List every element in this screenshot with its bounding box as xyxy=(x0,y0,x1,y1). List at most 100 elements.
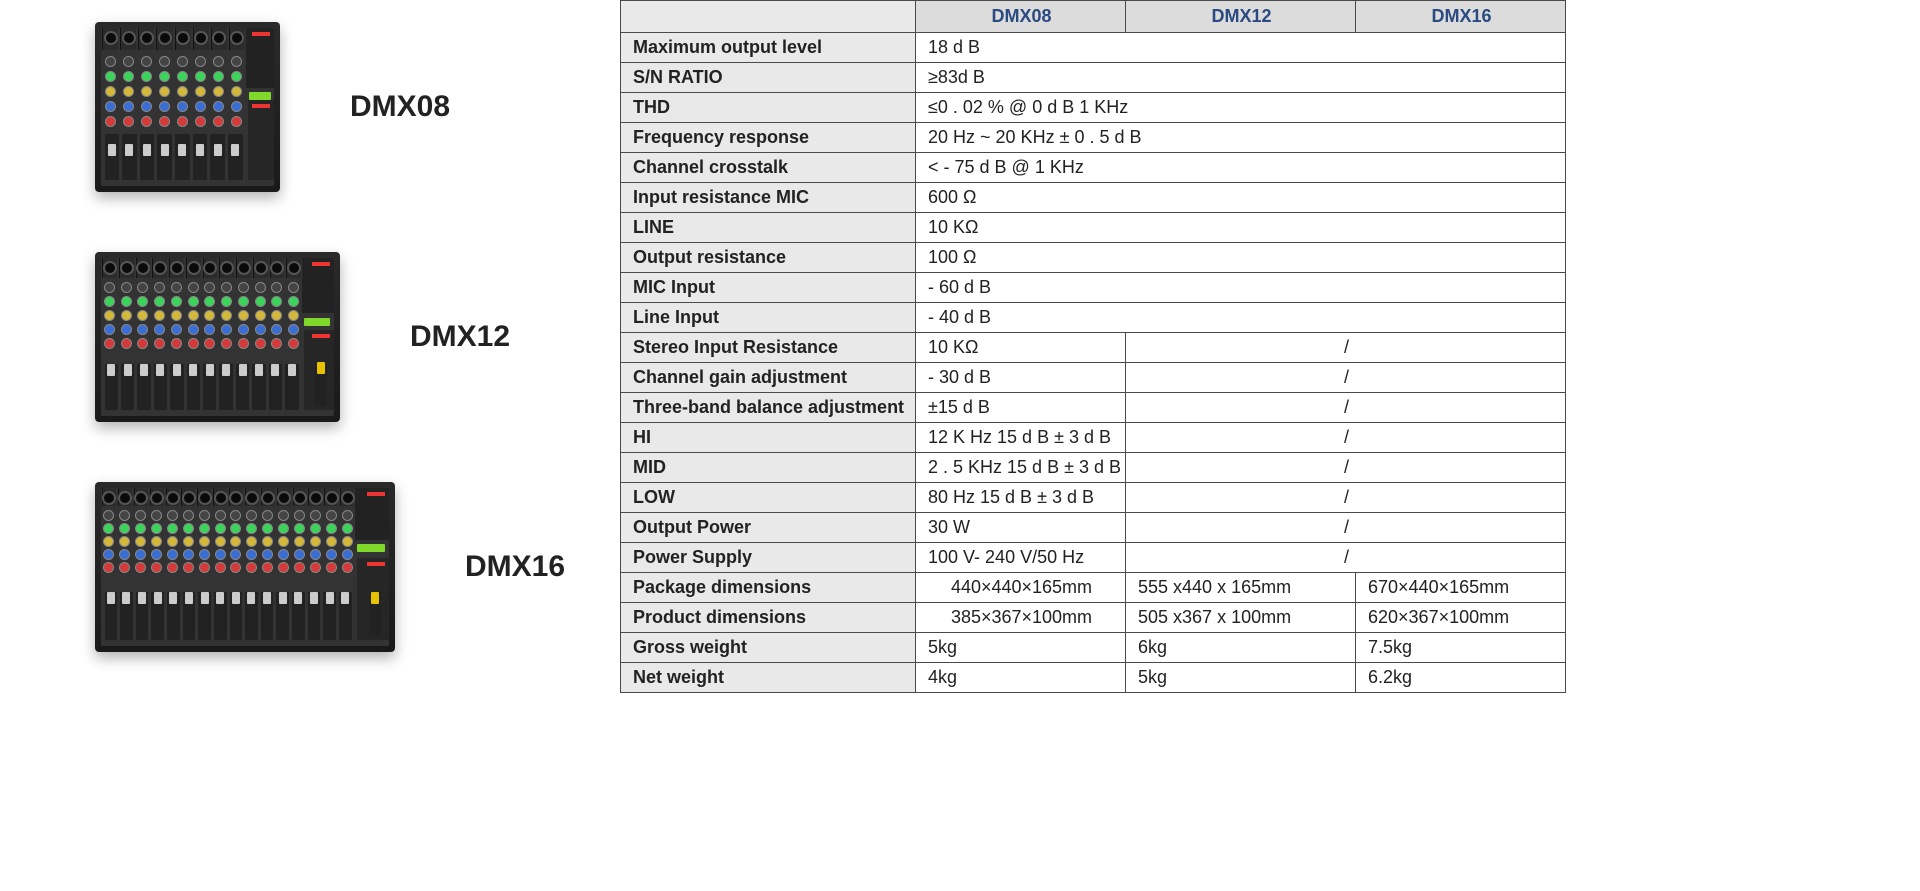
spec-table-header: DMX08 DMX12 DMX16 xyxy=(621,1,1566,33)
mixer-image-dmx12 xyxy=(95,252,340,422)
table-row: Gross weight5kg6kg7.5kg xyxy=(621,633,1566,663)
table-row: LINE10 KΩ xyxy=(621,213,1566,243)
header-blank xyxy=(621,1,916,33)
table-row: Package dimensions440×440×165mm555 x440 … xyxy=(621,573,1566,603)
row-value: 4kg xyxy=(916,663,1126,693)
row-value: 5kg xyxy=(916,633,1126,663)
row-label: LOW xyxy=(621,483,916,513)
table-row: Output resistance100 Ω xyxy=(621,243,1566,273)
mixer-image-dmx16 xyxy=(95,482,395,652)
table-row: Stereo Input Resistance10 KΩ/ xyxy=(621,333,1566,363)
row-label: Power Supply xyxy=(621,543,916,573)
row-label: Input resistance MIC xyxy=(621,183,916,213)
table-row: Net weight4kg5kg6.2kg xyxy=(621,663,1566,693)
row-value: / xyxy=(1126,393,1566,423)
table-row: Maximum output level18 d B xyxy=(621,33,1566,63)
row-label: Product dimensions xyxy=(621,603,916,633)
row-value: 6kg xyxy=(1126,633,1356,663)
row-value: - 40 d B xyxy=(916,303,1566,333)
table-row: Line Input- 40 d B xyxy=(621,303,1566,333)
row-value: - 60 d B xyxy=(916,273,1566,303)
spec-table-body: Maximum output level18 d BS/N RATIO≥83d … xyxy=(621,33,1566,693)
row-label: Line Input xyxy=(621,303,916,333)
table-row: Product dimensions385×367×100mm505 x367 … xyxy=(621,603,1566,633)
product-images-column: .mx08 .fader::after{top:10px} DMX08 xyxy=(0,0,620,891)
row-value: ≤0 . 02 % @ 0 d B 1 KHz xyxy=(916,93,1566,123)
product-label-dmx08: DMX08 xyxy=(350,90,450,124)
row-value: 10 KΩ xyxy=(916,213,1566,243)
row-value: / xyxy=(1126,543,1566,573)
row-value: 12 K Hz 15 d B ± 3 d B xyxy=(916,423,1126,453)
row-value: 505 x367 x 100mm xyxy=(1126,603,1356,633)
row-value: 10 KΩ xyxy=(916,333,1126,363)
row-value: / xyxy=(1126,333,1566,363)
row-label: S/N RATIO xyxy=(621,63,916,93)
table-row: Channel gain adjustment- 30 d B/ xyxy=(621,363,1566,393)
row-value: 600 Ω xyxy=(916,183,1566,213)
row-label: Three-band balance adjustment xyxy=(621,393,916,423)
row-value: 18 d B xyxy=(916,33,1566,63)
row-label: Gross weight xyxy=(621,633,916,663)
table-row: Output Power30 W/ xyxy=(621,513,1566,543)
table-row: HI12 K Hz 15 d B ± 3 d B/ xyxy=(621,423,1566,453)
table-row: Frequency response20 Hz ~ 20 KHz ± 0 . 5… xyxy=(621,123,1566,153)
row-label: Net weight xyxy=(621,663,916,693)
table-row: THD≤0 . 02 % @ 0 d B 1 KHz xyxy=(621,93,1566,123)
header-dmx12: DMX12 xyxy=(1126,1,1356,33)
row-value: ±15 d B xyxy=(916,393,1126,423)
row-label: Output Power xyxy=(621,513,916,543)
row-value: 20 Hz ~ 20 KHz ± 0 . 5 d B xyxy=(916,123,1566,153)
row-value: 30 W xyxy=(916,513,1126,543)
table-row: S/N RATIO≥83d B xyxy=(621,63,1566,93)
row-label: Maximum output level xyxy=(621,33,916,63)
table-row: Input resistance MIC600 Ω xyxy=(621,183,1566,213)
row-value: 555 x440 x 165mm xyxy=(1126,573,1356,603)
row-label: Channel gain adjustment xyxy=(621,363,916,393)
row-label: Channel crosstalk xyxy=(621,153,916,183)
row-value: / xyxy=(1126,453,1566,483)
product-dmx12: DMX12 xyxy=(95,252,620,422)
row-value: 620×367×100mm xyxy=(1356,603,1566,633)
spec-table: DMX08 DMX12 DMX16 Maximum output level18… xyxy=(620,0,1566,693)
row-value: ≥83d B xyxy=(916,63,1566,93)
row-value: 7.5kg xyxy=(1356,633,1566,663)
table-row: Power Supply100 V- 240 V/50 Hz/ xyxy=(621,543,1566,573)
row-label: MIC Input xyxy=(621,273,916,303)
table-row: LOW80 Hz 15 d B ± 3 d B/ xyxy=(621,483,1566,513)
row-value: 385×367×100mm xyxy=(916,603,1126,633)
product-label-dmx12: DMX12 xyxy=(410,320,510,354)
table-row: MID2 . 5 KHz 15 d B ± 3 d B/ xyxy=(621,453,1566,483)
row-label: LINE xyxy=(621,213,916,243)
row-value: 2 . 5 KHz 15 d B ± 3 d B xyxy=(916,453,1126,483)
row-value: 670×440×165mm xyxy=(1356,573,1566,603)
row-value: / xyxy=(1126,363,1566,393)
row-value: 5kg xyxy=(1126,663,1356,693)
table-row: MIC Input- 60 d B xyxy=(621,273,1566,303)
row-label: Frequency response xyxy=(621,123,916,153)
row-value: 80 Hz 15 d B ± 3 d B xyxy=(916,483,1126,513)
row-label: Output resistance xyxy=(621,243,916,273)
row-value: - 30 d B xyxy=(916,363,1126,393)
product-dmx16: DMX16 xyxy=(95,482,620,652)
table-row: Three-band balance adjustment±15 d B/ xyxy=(621,393,1566,423)
header-dmx16: DMX16 xyxy=(1356,1,1566,33)
row-label: Stereo Input Resistance xyxy=(621,333,916,363)
spec-table-container: DMX08 DMX12 DMX16 Maximum output level18… xyxy=(620,0,1920,891)
row-value: 440×440×165mm xyxy=(916,573,1126,603)
row-value: < - 75 d B @ 1 KHz xyxy=(916,153,1566,183)
row-value: / xyxy=(1126,483,1566,513)
row-value: 100 Ω xyxy=(916,243,1566,273)
row-value: / xyxy=(1126,423,1566,453)
row-label: HI xyxy=(621,423,916,453)
table-row: Channel crosstalk< - 75 d B @ 1 KHz xyxy=(621,153,1566,183)
header-dmx08: DMX08 xyxy=(916,1,1126,33)
row-value: 6.2kg xyxy=(1356,663,1566,693)
product-dmx08: .mx08 .fader::after{top:10px} DMX08 xyxy=(95,22,620,192)
product-label-dmx16: DMX16 xyxy=(465,550,565,584)
row-value: / xyxy=(1126,513,1566,543)
row-label: THD xyxy=(621,93,916,123)
row-label: MID xyxy=(621,453,916,483)
row-label: Package dimensions xyxy=(621,573,916,603)
row-value: 100 V- 240 V/50 Hz xyxy=(916,543,1126,573)
mixer-image-dmx08: .mx08 .fader::after{top:10px} xyxy=(95,22,280,192)
